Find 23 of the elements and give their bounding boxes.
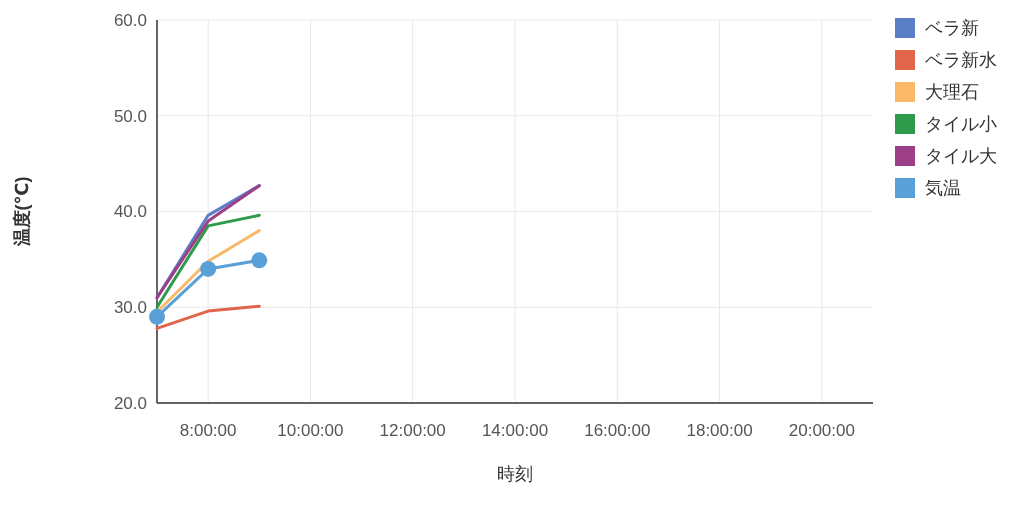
point — [251, 252, 268, 269]
legend-label: ベラ新水 — [925, 50, 997, 71]
y-axis-title: 温度(℃) — [12, 176, 32, 248]
legend-label: 気温 — [925, 178, 961, 199]
y-tick-label: 50.0 — [113, 106, 147, 126]
x-tick-label: 20:00:00 — [788, 421, 855, 440]
x-tick-label: 8:00:00 — [179, 421, 237, 440]
point — [200, 260, 217, 277]
y-tick-label: 20.0 — [113, 393, 147, 413]
y-tick-label: 40.0 — [113, 202, 147, 222]
legend-label: 大理石 — [925, 82, 979, 103]
legend-label: タイル小 — [925, 114, 997, 135]
x-tick-label: 10:00:00 — [277, 421, 344, 440]
legend-label: ベラ新 — [925, 18, 979, 39]
x-tick-label: 12:00:00 — [379, 421, 446, 440]
x-tick-label: 16:00:00 — [584, 421, 651, 440]
x-tick-label: 18:00:00 — [686, 421, 753, 440]
y-tick-label: 30.0 — [113, 298, 147, 318]
y-tick-label: 60.0 — [113, 10, 147, 30]
x-axis-title: 時刻 — [497, 464, 533, 484]
point — [149, 308, 165, 325]
x-tick-label: 14:00:00 — [481, 421, 549, 440]
legend-label: タイル大 — [925, 146, 997, 167]
